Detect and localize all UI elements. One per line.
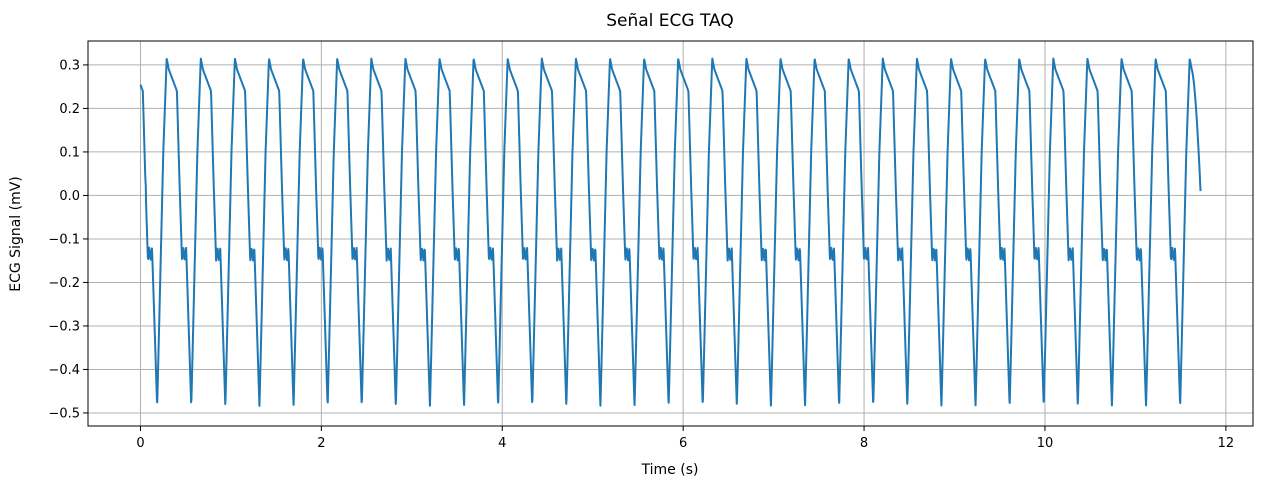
x-tick-label: 2: [317, 436, 325, 451]
y-tick-label: 0.1: [59, 145, 80, 160]
x-tick-label: 0: [136, 436, 144, 451]
y-tick-label: −0.3: [48, 319, 80, 334]
x-tick-label: 8: [860, 436, 868, 451]
y-tick-label: 0.3: [59, 58, 80, 73]
x-tick-label: 4: [498, 436, 506, 451]
x-axis-label: Time (s): [641, 462, 699, 478]
y-tick-label: −0.2: [48, 276, 80, 291]
y-axis-label: ECG Signal (mV): [8, 176, 24, 292]
y-axis-ticks: −0.5 −0.4 −0.3 −0.2 −0.1 0.0 0.1 0.2 0.3: [48, 58, 88, 421]
ecg-series-line: [139, 57, 1202, 407]
y-tick-label: −0.5: [48, 406, 80, 421]
y-tick-label: −0.1: [48, 232, 80, 247]
y-tick-label: −0.4: [48, 363, 80, 378]
y-tick-label: 0.0: [59, 189, 80, 204]
plot-frame: [87, 40, 1254, 427]
x-tick-label: 10: [1037, 436, 1054, 451]
y-tick-label: 0.2: [59, 102, 80, 117]
x-tick-label: 6: [679, 436, 687, 451]
x-tick-label: 12: [1218, 436, 1235, 451]
grid-lines: [88, 41, 1253, 426]
chart-title: Señal ECG TAQ: [606, 11, 734, 31]
x-axis-ticks: 0 2 4 6 8 10 12: [136, 426, 1234, 451]
